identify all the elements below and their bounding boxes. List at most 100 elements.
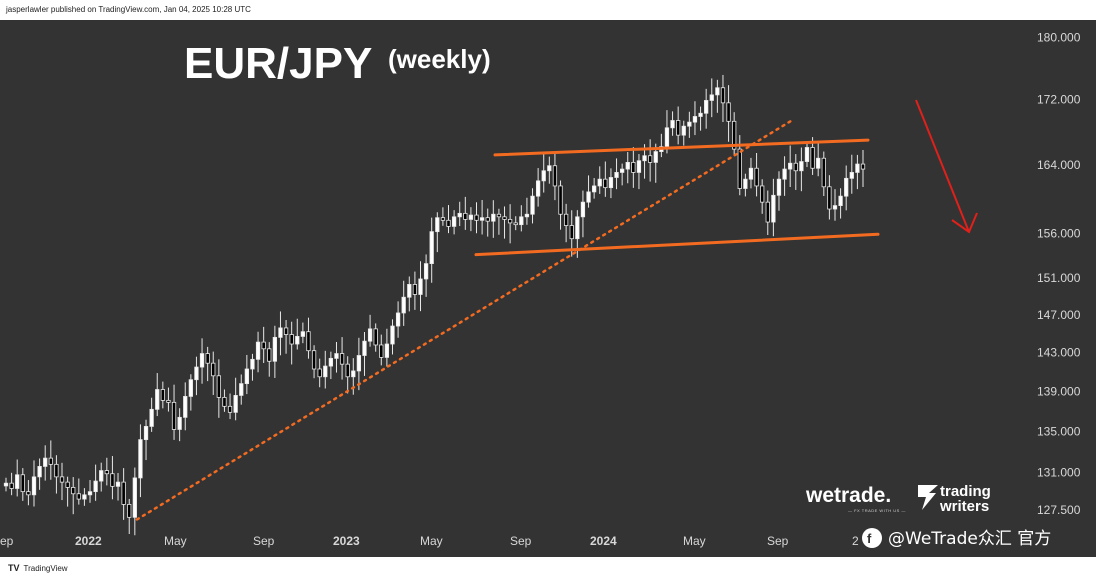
candle: [496, 208, 502, 235]
candle-body-down: [283, 327, 289, 335]
candle: [216, 359, 221, 418]
candle: [676, 106, 681, 145]
candle: [367, 314, 373, 347]
candle-body-up: [250, 358, 255, 370]
candle-body-up: [188, 379, 193, 397]
candle-body-up: [278, 327, 283, 338]
candle: [132, 467, 137, 536]
candle-body-down: [765, 201, 770, 223]
candle-body-down: [76, 493, 81, 500]
candle-body-up: [580, 201, 586, 218]
candle: [446, 205, 451, 234]
candle-body-up: [138, 439, 143, 479]
candle: [356, 337, 362, 391]
candle: [65, 476, 70, 507]
x-tick-label: May: [420, 534, 443, 548]
candle: [743, 173, 748, 197]
candle-body-down: [59, 476, 65, 483]
x-tick-label: 2: [852, 534, 859, 548]
candle: [692, 101, 698, 136]
candle-body-down: [810, 147, 815, 169]
candle: [20, 468, 25, 501]
candle-body-up: [664, 127, 670, 148]
candle-body-up: [418, 278, 423, 295]
candle-body-up: [782, 168, 787, 180]
y-tick-label: 156.000: [1037, 226, 1081, 240]
candle: [760, 179, 765, 214]
x-tick-label: May: [683, 534, 706, 548]
candles-layer: [3, 74, 866, 536]
candle: [620, 163, 625, 186]
candle-body-up: [771, 194, 776, 223]
candle-body-up: [93, 480, 98, 493]
candle: [732, 112, 737, 155]
price-chart[interactable]: 180.000 172.000 164.000 156.000 151.000 147.0…: [0, 20, 1096, 557]
candle-body-down: [54, 463, 59, 478]
candle: [440, 207, 446, 226]
candle: [143, 419, 149, 461]
candle: [821, 151, 826, 197]
candle-body-down: [513, 222, 518, 226]
candle: [597, 166, 602, 194]
candle: [474, 202, 479, 234]
candle: [844, 165, 849, 211]
candle-body-up: [143, 426, 149, 441]
chart-area[interactable]: 180.000 172.000 164.000 156.000 151.000 147.0…: [0, 20, 1096, 557]
candle: [479, 200, 485, 235]
candle: [754, 152, 759, 197]
weibo-icon: f: [862, 528, 882, 548]
candle-body-down: [732, 120, 737, 150]
svg-text:f: f: [867, 531, 872, 546]
candle-body-up: [608, 177, 614, 189]
candle: [43, 445, 48, 481]
candle: [272, 325, 277, 378]
candle: [418, 261, 423, 312]
candle-body-up: [423, 263, 429, 280]
candle: [704, 88, 709, 129]
candle: [720, 74, 726, 123]
candle: [788, 145, 793, 188]
candle: [614, 158, 619, 190]
time-axis[interactable]: ep 2022 May Sep 2023 May Sep 2024 May Sep 2: [0, 534, 859, 548]
candle: [3, 477, 9, 492]
candle-body-down: [216, 375, 221, 398]
candle: [524, 197, 530, 225]
candle: [300, 322, 306, 344]
wetrade-logo: wetrade.: [805, 484, 891, 507]
candle: [608, 168, 614, 199]
candle-body-down: [227, 405, 233, 413]
x-tick-label: 2023: [333, 534, 360, 548]
candle: [59, 462, 65, 501]
y-tick-label: 139.000: [1037, 384, 1081, 398]
chart-subtitle: (weekly): [388, 44, 491, 74]
candle: [502, 206, 507, 239]
tradingview-logo-icon: TV: [8, 563, 20, 573]
candle: [306, 317, 311, 359]
candle: [71, 477, 76, 515]
candle: [468, 207, 474, 232]
candle-body-up: [687, 121, 692, 127]
candle-body-down: [121, 481, 126, 505]
candle: [580, 190, 586, 238]
candle-body-up: [429, 231, 434, 265]
candle-body-down: [261, 341, 266, 350]
candle-body-up: [239, 383, 244, 396]
candle-body-up: [855, 163, 860, 173]
tradingwriters-logo-line2: writers: [939, 498, 989, 515]
candle-body-up: [743, 178, 748, 189]
candle-body-down: [48, 457, 53, 465]
x-tick-label: ep: [0, 534, 14, 548]
candle-body-up: [323, 365, 328, 378]
candle-body-up: [748, 167, 754, 180]
candle: [771, 178, 776, 237]
price-axis[interactable]: 180.000 172.000 164.000 156.000 151.000 147.0…: [1037, 30, 1081, 516]
candle-body-up: [37, 466, 42, 478]
candle: [317, 358, 322, 388]
channel-upper-line: [493, 138, 870, 157]
y-tick-label: 180.000: [1037, 30, 1081, 44]
candle: [530, 188, 535, 224]
candle-body-down: [754, 167, 759, 187]
candle-body-up: [788, 162, 793, 170]
candle-body-down: [603, 178, 608, 189]
tradingwriters-logo-line1: trading: [940, 483, 991, 500]
